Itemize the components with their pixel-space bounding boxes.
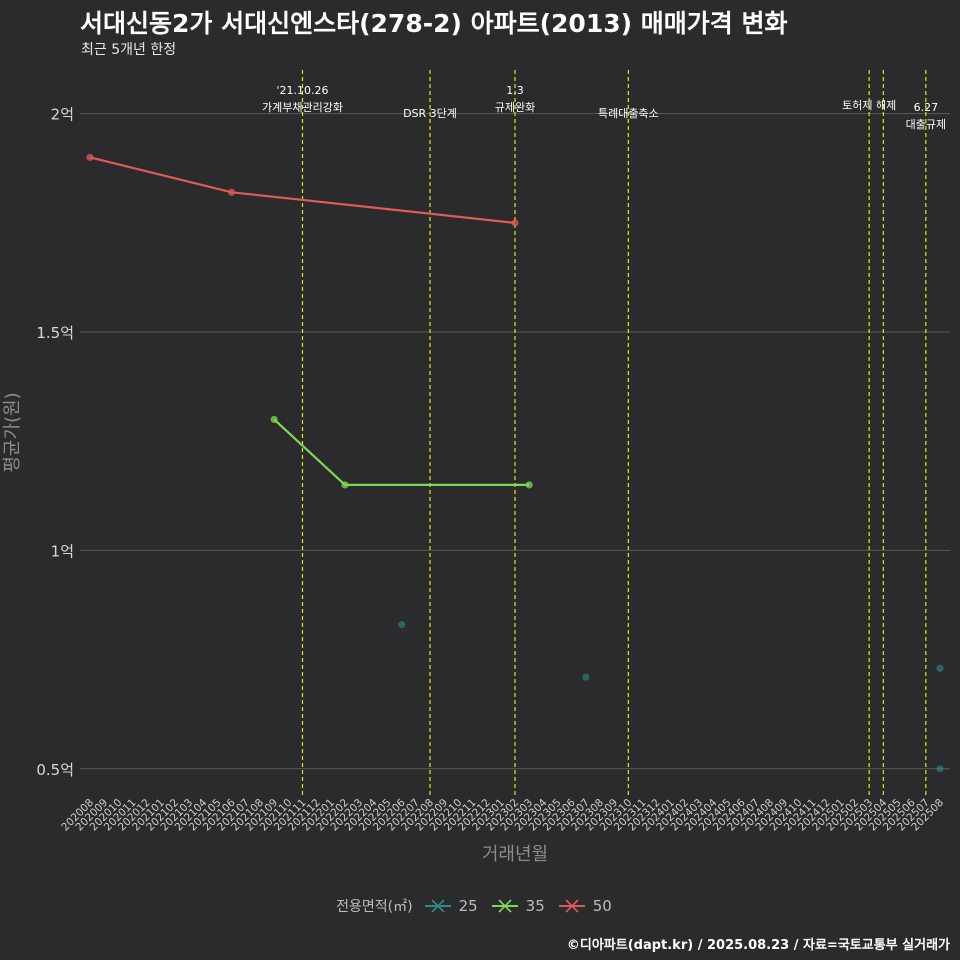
policy-annotation: 규제완화 <box>495 101 535 114</box>
data-point-50 <box>228 188 236 196</box>
policy-annotation: 특례대출축소 <box>598 107 659 120</box>
series-line-35 <box>273 418 530 487</box>
x-axis-title: 거래년월 <box>482 844 548 865</box>
data-point-25 <box>936 765 944 773</box>
y-tick-label: 0.5억 <box>36 761 74 779</box>
legend: 전용면적(㎡) 25 35 50 <box>0 896 960 916</box>
policy-annotation: 1.3 <box>506 84 524 97</box>
y-axis-title: 평균가(원) <box>2 392 23 472</box>
legend-item-50: 50 <box>557 896 612 916</box>
data-point-50 <box>86 153 94 161</box>
policy-annotation: 가계부채관리강화 <box>262 101 343 114</box>
data-point-35 <box>270 415 278 423</box>
data-point-35 <box>341 481 349 489</box>
policy-annotation: 토허제 해제 <box>842 98 896 112</box>
data-point-35 <box>525 481 533 489</box>
policy-annotation: '21.10.26 <box>276 84 328 97</box>
legend-item-25: 25 <box>423 896 478 916</box>
legend-title: 전용면적(㎡) <box>336 899 413 915</box>
legend-label-35: 35 <box>525 897 545 915</box>
policy-annotation: DSR 3단계 <box>403 107 457 120</box>
data-point-25 <box>398 621 406 629</box>
legend-item-35: 35 <box>490 896 545 916</box>
legend-label-25: 25 <box>458 897 478 915</box>
policy-annotation: 6.27 <box>914 101 939 114</box>
chart-subtitle: 최근 5개년 한정 <box>81 42 177 58</box>
data-point-50 <box>511 219 519 227</box>
source-caption: ©디아파트(dapt.kr) / 2025.08.23 / 자료=국토교통부 실… <box>566 938 950 953</box>
y-tick-label: 1.5억 <box>36 324 74 342</box>
legend-key-50 <box>558 899 585 913</box>
legend-key-25 <box>424 899 451 913</box>
price-chart: 0.5억 1억 1.5억 2억 '21.10.26 가계부채관리강화 DSR 3단계 1.3 규… <box>2 70 950 865</box>
y-tick-label: 1억 <box>51 542 74 560</box>
y-tick-label: 2억 <box>51 106 74 124</box>
legend-key-35 <box>491 899 518 913</box>
legend-label-50: 50 <box>592 897 612 915</box>
chart-title: 서대신동2가 서대신엔스타(278-2) 아파트(2013) 매매가격 변화 <box>80 9 788 38</box>
data-point-25 <box>936 664 944 672</box>
policy-annotation: 대출규제 <box>906 118 946 131</box>
data-point-25 <box>582 673 590 681</box>
